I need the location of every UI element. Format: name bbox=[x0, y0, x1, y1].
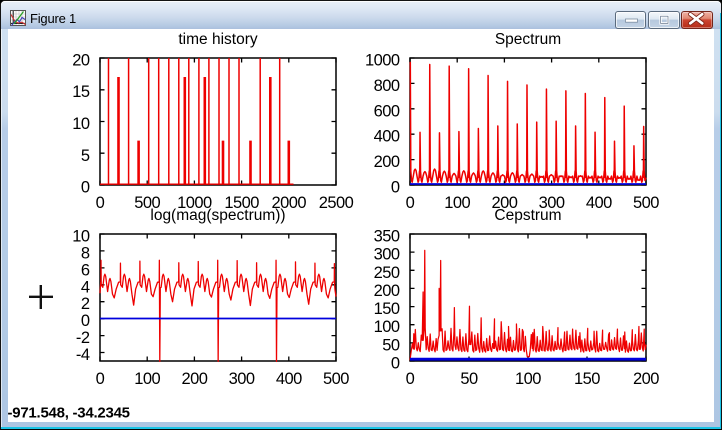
svg-text:1500: 1500 bbox=[224, 194, 259, 212]
svg-text:Cepstrum: Cepstrum bbox=[494, 207, 561, 224]
svg-text:600: 600 bbox=[374, 102, 400, 120]
svg-text:Spectrum: Spectrum bbox=[495, 31, 561, 48]
svg-text:300: 300 bbox=[229, 370, 255, 388]
svg-text:200: 200 bbox=[374, 153, 400, 171]
svg-text:0: 0 bbox=[81, 179, 90, 197]
svg-text:800: 800 bbox=[374, 77, 400, 95]
svg-text:150: 150 bbox=[374, 300, 400, 318]
svg-text:400: 400 bbox=[374, 128, 400, 146]
svg-text:0: 0 bbox=[81, 312, 90, 330]
svg-text:100: 100 bbox=[374, 318, 400, 336]
svg-text:300: 300 bbox=[374, 246, 400, 264]
svg-text:1000: 1000 bbox=[365, 52, 400, 70]
svg-text:1000: 1000 bbox=[177, 194, 212, 212]
svg-text:2: 2 bbox=[81, 295, 90, 313]
svg-text:200: 200 bbox=[491, 194, 517, 212]
svg-text:20: 20 bbox=[72, 52, 90, 70]
svg-text:350: 350 bbox=[374, 228, 400, 246]
svg-text:5: 5 bbox=[81, 147, 90, 165]
svg-text:0: 0 bbox=[406, 370, 415, 388]
svg-text:0: 0 bbox=[406, 194, 415, 212]
svg-text:time history: time history bbox=[178, 31, 257, 48]
svg-text:400: 400 bbox=[276, 370, 302, 388]
svg-text:500: 500 bbox=[134, 194, 160, 212]
svg-text:50: 50 bbox=[382, 336, 400, 354]
svg-text:200: 200 bbox=[374, 282, 400, 300]
svg-text:400: 400 bbox=[586, 194, 612, 212]
svg-text:15: 15 bbox=[72, 83, 90, 101]
svg-text:0: 0 bbox=[391, 179, 400, 197]
svg-text:100: 100 bbox=[134, 370, 160, 388]
svg-text:6: 6 bbox=[81, 261, 90, 279]
svg-text:10: 10 bbox=[72, 115, 90, 133]
svg-text:0: 0 bbox=[96, 194, 105, 212]
svg-text:10: 10 bbox=[72, 228, 90, 246]
svg-text:500: 500 bbox=[323, 370, 349, 388]
svg-text:-4: -4 bbox=[76, 346, 90, 364]
svg-text:8: 8 bbox=[81, 244, 90, 262]
svg-text:100: 100 bbox=[515, 370, 541, 388]
svg-text:200: 200 bbox=[633, 370, 659, 388]
svg-text:2500: 2500 bbox=[319, 194, 354, 212]
svg-text:50: 50 bbox=[460, 370, 478, 388]
svg-text:250: 250 bbox=[374, 264, 400, 282]
svg-text:4: 4 bbox=[81, 278, 90, 296]
svg-text:-971.548, -34.2345: -971.548, -34.2345 bbox=[8, 405, 130, 422]
svg-text:log(mag(spectrum)): log(mag(spectrum)) bbox=[150, 207, 285, 224]
svg-text:150: 150 bbox=[574, 370, 600, 388]
svg-text:300: 300 bbox=[539, 194, 565, 212]
svg-text:100: 100 bbox=[444, 194, 470, 212]
svg-text:200: 200 bbox=[181, 370, 207, 388]
svg-text:0: 0 bbox=[96, 370, 105, 388]
svg-text:500: 500 bbox=[633, 194, 659, 212]
svg-text:-2: -2 bbox=[76, 329, 90, 347]
svg-text:0: 0 bbox=[391, 355, 400, 373]
svg-text:2000: 2000 bbox=[272, 194, 307, 212]
